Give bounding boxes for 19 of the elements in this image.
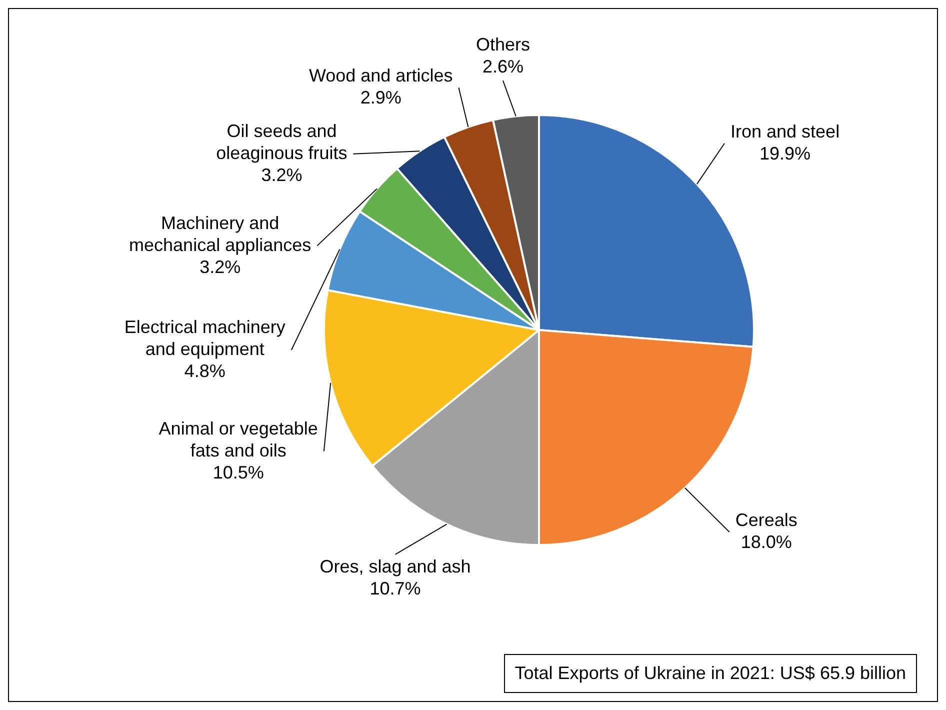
- data-label: 4.8%: [184, 360, 226, 381]
- data-label: 10.7%: [370, 578, 421, 598]
- data-label: 19.9%: [760, 143, 811, 164]
- text: Total Exports of Ukraine in 2021: US$ 65.9 billion: [504, 654, 917, 693]
- data-label: 2.6%: [482, 56, 524, 77]
- slice-label: Machinery and mechanical appliances: [129, 212, 312, 255]
- slice-label: Oil seeds and oleaginous fruits: [216, 120, 348, 163]
- slice-label: Animal or vegetable fats and oils: [158, 418, 318, 460]
- slice-label: Ores, slag and ash: [320, 556, 471, 576]
- slice-label: Electrical machinery and equipment: [124, 316, 286, 359]
- data-label: 2.9%: [360, 88, 402, 108]
- slice-label: Cereals: [735, 510, 798, 530]
- slice-label: Iron and steel: [730, 121, 840, 142]
- slice-label: Wood and articles: [308, 66, 453, 86]
- data-label: 10.5%: [212, 462, 264, 482]
- data-label: 3.2%: [261, 164, 302, 185]
- slice-label: Others: [476, 34, 530, 55]
- data-label: 3.2%: [200, 256, 241, 277]
- data-label: 18.0%: [740, 532, 792, 552]
